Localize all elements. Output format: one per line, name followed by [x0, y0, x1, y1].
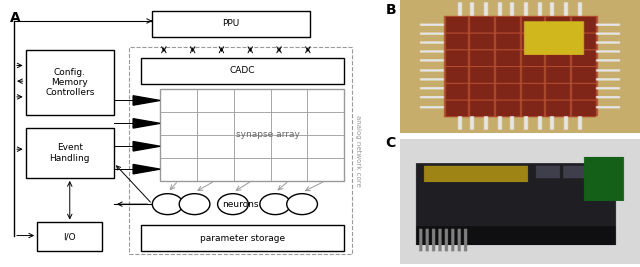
FancyBboxPatch shape [160, 89, 344, 180]
FancyBboxPatch shape [141, 58, 344, 84]
Circle shape [260, 194, 291, 215]
Text: I/O: I/O [63, 232, 76, 241]
Text: Config.
Memory
Controllers: Config. Memory Controllers [45, 68, 95, 97]
Polygon shape [133, 142, 160, 151]
Text: analog network core: analog network core [355, 115, 361, 186]
Text: Event
Handling: Event Handling [49, 143, 90, 163]
FancyBboxPatch shape [26, 50, 114, 115]
Circle shape [218, 194, 248, 215]
Circle shape [179, 194, 210, 215]
Polygon shape [133, 96, 160, 105]
FancyBboxPatch shape [37, 222, 102, 251]
Polygon shape [133, 164, 160, 174]
FancyBboxPatch shape [141, 225, 344, 251]
Text: neurons: neurons [222, 200, 259, 209]
FancyBboxPatch shape [26, 128, 114, 178]
Text: C: C [385, 136, 396, 150]
Circle shape [152, 194, 183, 215]
Text: CADC: CADC [230, 66, 255, 75]
Text: parameter storage: parameter storage [200, 234, 285, 243]
Text: A: A [10, 10, 21, 25]
Polygon shape [133, 119, 160, 128]
FancyBboxPatch shape [152, 10, 310, 37]
Text: PPU: PPU [223, 19, 239, 28]
Circle shape [287, 194, 317, 215]
Text: B: B [385, 3, 396, 17]
Text: synapse array: synapse array [236, 130, 300, 139]
